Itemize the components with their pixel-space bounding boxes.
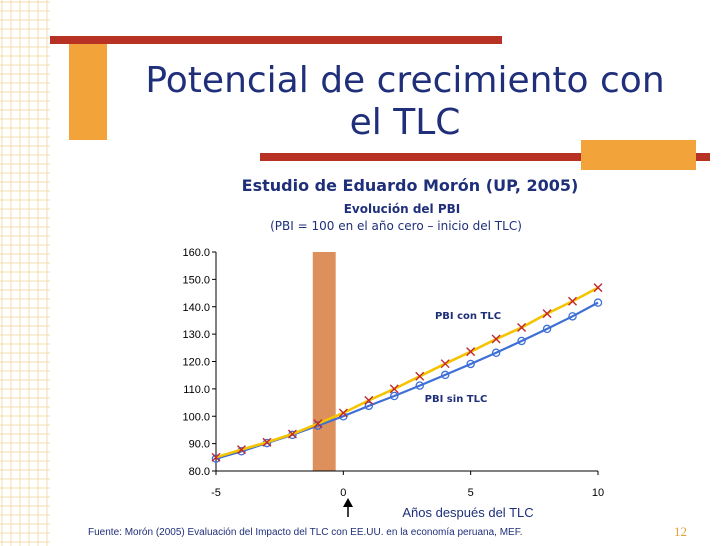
point-sin-tlc <box>440 370 450 380</box>
y-tick-label: 160.0 <box>182 247 210 259</box>
point-con-tlc <box>466 347 476 357</box>
bottom-orange-block <box>581 140 696 170</box>
top-accent-bar <box>50 36 502 44</box>
point-con-tlc <box>542 309 552 319</box>
point-sin-tlc <box>390 391 399 401</box>
series-label-con-tlc: PBI con TLC <box>435 311 501 322</box>
point-con-tlc <box>389 384 399 394</box>
y-tick-label: 110.0 <box>183 384 210 396</box>
point-sin-tlc <box>415 381 424 390</box>
series-label-sin-tlc: PBI sin TLC <box>425 394 488 405</box>
plot-area: 80.0 90.0 100.0 110.0 120.0 130.0 140.0 150.0 16… <box>182 247 604 499</box>
x-tick-label: 0 <box>340 487 346 499</box>
point-con-tlc <box>338 408 348 418</box>
point-con-tlc <box>415 371 425 381</box>
point-con-tlc <box>262 437 272 447</box>
point-con-tlc <box>236 445 246 455</box>
point-sin-tlc <box>364 401 374 411</box>
point-con-tlc <box>593 283 603 293</box>
y-tick-label: 150.0 <box>182 274 210 286</box>
x-tick-label: -5 <box>211 487 221 499</box>
point-con-tlc <box>517 323 527 333</box>
y-tick-label: 140.0 <box>182 302 210 314</box>
slide-title-line2: el TLC <box>349 102 461 143</box>
slide-title: Potencial de crecimiento con el TLC <box>120 60 690 144</box>
y-tick-label: 80.0 <box>189 466 210 478</box>
point-con-tlc <box>491 334 501 344</box>
x-tick-label: 10 <box>592 487 604 499</box>
page-number: 12 <box>674 524 687 539</box>
point-sin-tlc <box>491 348 501 357</box>
point-sin-tlc <box>517 336 526 346</box>
chart-subtitle: (PBI = 100 en el año cero – inicio del T… <box>270 219 522 233</box>
point-sin-tlc <box>211 454 221 463</box>
y-tick-label: 100.0 <box>182 411 210 423</box>
decorative-grid-pattern <box>0 0 50 546</box>
point-con-tlc <box>364 395 374 405</box>
zero-arrow-icon <box>343 498 353 517</box>
point-sin-tlc <box>542 324 552 334</box>
point-con-tlc <box>211 452 221 462</box>
point-sin-tlc <box>568 312 577 321</box>
point-sin-tlc <box>593 298 603 307</box>
study-title: Estudio de Eduardo Morón (UP, 2005) <box>241 176 579 195</box>
chart-title: Evolución del PBI <box>344 202 461 216</box>
x-tick-label: 5 <box>468 487 474 499</box>
point-sin-tlc <box>466 359 475 369</box>
y-tick-label: 120.0 <box>182 357 210 369</box>
series-line-con-tlc <box>215 286 599 459</box>
slide-title-line1: Potencial de crecimiento con <box>145 60 665 101</box>
point-con-tlc <box>440 359 450 369</box>
series-line-sin-tlc <box>215 301 599 460</box>
source-note: Fuente: Morón (2005) Evaluación del Impa… <box>88 527 523 538</box>
y-tick-label: 130.0 <box>182 329 210 341</box>
bottom-accent-bar <box>260 153 710 161</box>
point-con-tlc <box>568 296 578 306</box>
point-con-tlc <box>287 429 297 439</box>
top-orange-block <box>69 44 107 140</box>
y-tick-label: 90.0 <box>189 439 210 451</box>
point-con-tlc <box>313 419 323 429</box>
highlight-band <box>312 252 336 471</box>
x-axis-label: Años después del TLC <box>402 505 533 520</box>
